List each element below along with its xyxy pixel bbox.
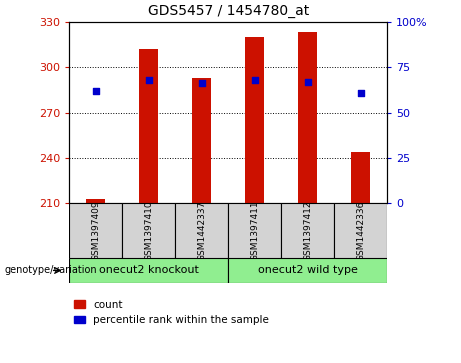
Bar: [228, 258, 387, 283]
Point: [357, 90, 364, 95]
Bar: [175, 203, 228, 258]
Bar: [351, 152, 370, 203]
Text: onecut2 wild type: onecut2 wild type: [258, 265, 358, 276]
Text: onecut2 knockout: onecut2 knockout: [99, 265, 199, 276]
Point: [198, 81, 205, 86]
Bar: [281, 203, 334, 258]
Text: GSM1397411: GSM1397411: [250, 200, 259, 261]
Bar: [139, 49, 158, 203]
Bar: [334, 203, 387, 258]
Point: [92, 88, 99, 94]
Bar: [245, 37, 264, 203]
Text: GSM1397409: GSM1397409: [91, 200, 100, 261]
Title: GDS5457 / 1454780_at: GDS5457 / 1454780_at: [148, 4, 309, 18]
Point: [251, 77, 258, 83]
Text: GSM1397410: GSM1397410: [144, 200, 153, 261]
Text: GSM1442336: GSM1442336: [356, 200, 365, 261]
Legend: count, percentile rank within the sample: count, percentile rank within the sample: [74, 300, 269, 325]
Bar: [86, 199, 105, 203]
Bar: [69, 258, 228, 283]
Bar: [192, 78, 211, 203]
Text: GSM1397412: GSM1397412: [303, 200, 312, 261]
Text: GSM1442337: GSM1442337: [197, 200, 206, 261]
Bar: [122, 203, 175, 258]
Bar: [69, 203, 122, 258]
Point: [145, 77, 152, 83]
Bar: [228, 203, 281, 258]
Text: genotype/variation: genotype/variation: [5, 265, 97, 276]
Bar: [298, 32, 317, 203]
Point: [304, 79, 311, 85]
